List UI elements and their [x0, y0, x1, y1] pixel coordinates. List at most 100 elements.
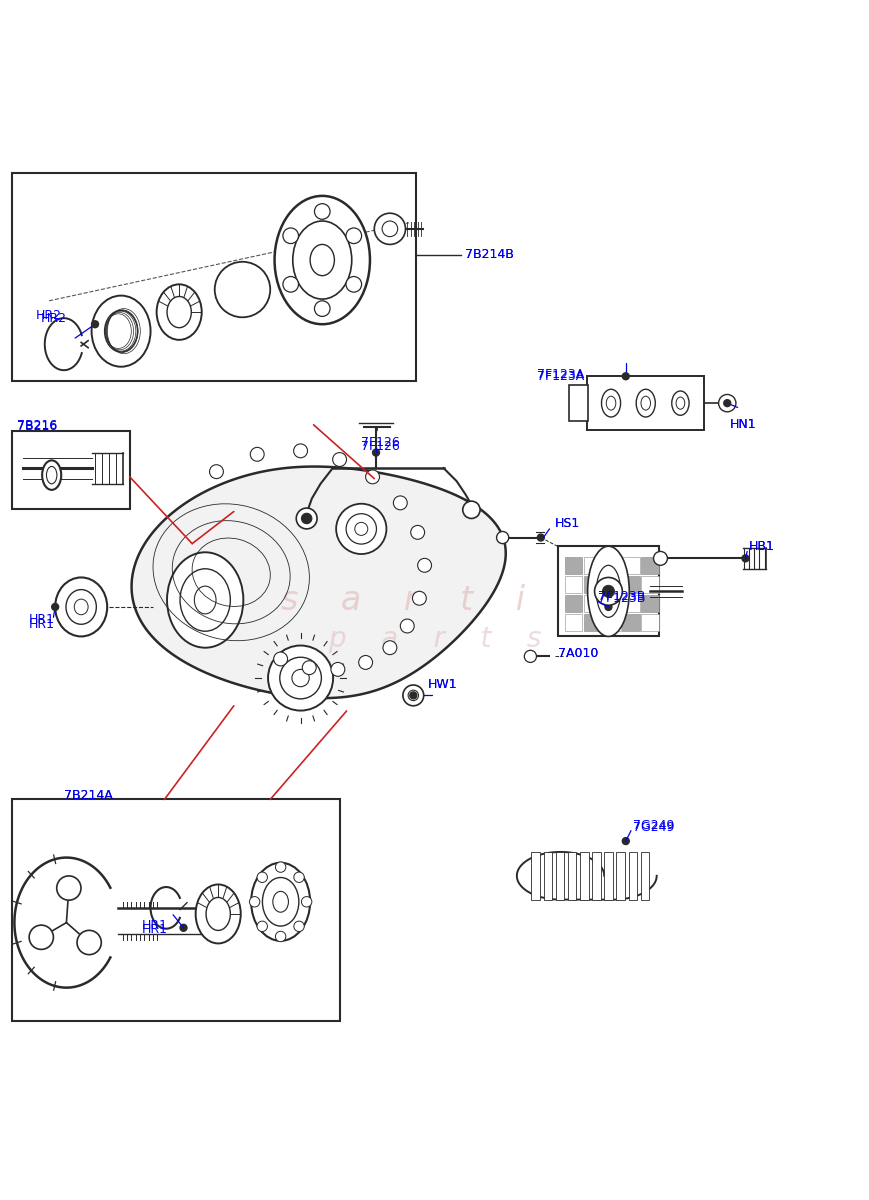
- Bar: [640, 576, 658, 593]
- Circle shape: [393, 496, 407, 510]
- Ellipse shape: [346, 514, 376, 544]
- Ellipse shape: [606, 396, 615, 410]
- Bar: [640, 852, 648, 900]
- Circle shape: [718, 395, 735, 412]
- Ellipse shape: [600, 389, 620, 418]
- Ellipse shape: [196, 884, 241, 943]
- Bar: [569, 385, 587, 421]
- Ellipse shape: [74, 599, 88, 614]
- Ellipse shape: [46, 467, 56, 484]
- Circle shape: [302, 661, 315, 674]
- Circle shape: [723, 400, 730, 407]
- Text: 7G249: 7G249: [632, 821, 673, 834]
- Bar: [602, 614, 620, 631]
- Circle shape: [621, 373, 628, 379]
- Text: HN1: HN1: [729, 419, 756, 431]
- Circle shape: [417, 558, 431, 572]
- Ellipse shape: [206, 898, 230, 930]
- Text: 7B214B: 7B214B: [465, 248, 514, 262]
- Bar: [604, 852, 613, 900]
- Text: 7B214A: 7B214A: [63, 790, 112, 803]
- Text: 7F126: 7F126: [361, 440, 400, 454]
- Ellipse shape: [91, 295, 150, 367]
- Text: HN1: HN1: [729, 419, 756, 431]
- Text: HW1: HW1: [428, 678, 457, 691]
- Circle shape: [51, 604, 58, 611]
- Text: 7G249: 7G249: [632, 818, 673, 832]
- Bar: [583, 595, 600, 612]
- Circle shape: [296, 508, 316, 529]
- Ellipse shape: [675, 397, 684, 409]
- Text: 7F123B: 7F123B: [597, 592, 645, 605]
- Bar: [12, 799, 339, 1021]
- Bar: [621, 614, 639, 631]
- Ellipse shape: [335, 504, 386, 554]
- Text: 7B214A: 7B214A: [63, 790, 112, 803]
- Bar: [583, 557, 600, 574]
- Text: 7B214B: 7B214B: [465, 248, 514, 262]
- Circle shape: [249, 896, 260, 907]
- Bar: [12, 173, 415, 382]
- Bar: [12, 431, 129, 509]
- Circle shape: [382, 641, 396, 655]
- Bar: [543, 852, 552, 900]
- Text: 7F126: 7F126: [361, 436, 400, 449]
- Ellipse shape: [292, 670, 308, 686]
- Text: 7B216: 7B216: [17, 419, 57, 432]
- Bar: [565, 576, 581, 593]
- Text: s    a    r    t    i    a: s a r t i a: [282, 583, 587, 617]
- Text: HR1: HR1: [142, 923, 168, 936]
- Circle shape: [294, 872, 304, 882]
- Ellipse shape: [293, 221, 351, 299]
- Circle shape: [77, 930, 101, 955]
- Bar: [640, 557, 658, 574]
- Circle shape: [332, 452, 346, 467]
- Ellipse shape: [273, 892, 289, 912]
- Circle shape: [282, 276, 298, 292]
- Circle shape: [374, 214, 405, 245]
- Text: HW1: HW1: [428, 678, 457, 691]
- Bar: [592, 852, 600, 900]
- Ellipse shape: [355, 522, 368, 535]
- Text: HR2: HR2: [40, 312, 66, 325]
- Circle shape: [496, 532, 508, 544]
- Circle shape: [314, 204, 329, 220]
- Bar: [567, 852, 576, 900]
- Bar: [583, 614, 600, 631]
- Ellipse shape: [640, 396, 650, 410]
- Circle shape: [301, 514, 311, 523]
- Bar: [602, 595, 620, 612]
- Ellipse shape: [55, 577, 107, 636]
- Ellipse shape: [180, 569, 230, 631]
- Ellipse shape: [66, 589, 96, 624]
- Bar: [602, 557, 620, 574]
- Circle shape: [653, 552, 667, 565]
- Ellipse shape: [587, 546, 628, 636]
- Circle shape: [314, 301, 329, 317]
- Ellipse shape: [635, 389, 654, 418]
- Circle shape: [365, 470, 379, 484]
- Circle shape: [408, 690, 418, 701]
- Circle shape: [29, 925, 53, 949]
- Ellipse shape: [251, 863, 309, 941]
- Circle shape: [372, 449, 379, 456]
- Ellipse shape: [194, 586, 216, 614]
- Circle shape: [294, 444, 307, 457]
- Circle shape: [209, 464, 223, 479]
- Circle shape: [256, 922, 267, 931]
- Circle shape: [741, 554, 748, 562]
- Ellipse shape: [280, 658, 321, 698]
- Bar: [640, 595, 658, 612]
- Circle shape: [400, 619, 414, 632]
- Circle shape: [346, 276, 362, 292]
- Bar: [621, 576, 639, 593]
- Bar: [602, 576, 620, 593]
- Bar: [565, 614, 581, 631]
- Circle shape: [330, 662, 344, 677]
- Ellipse shape: [671, 391, 688, 415]
- Circle shape: [462, 502, 480, 518]
- Ellipse shape: [156, 284, 202, 340]
- Ellipse shape: [42, 461, 61, 490]
- Circle shape: [250, 448, 264, 461]
- Text: p    a    r    t    s: p a r t s: [328, 625, 541, 653]
